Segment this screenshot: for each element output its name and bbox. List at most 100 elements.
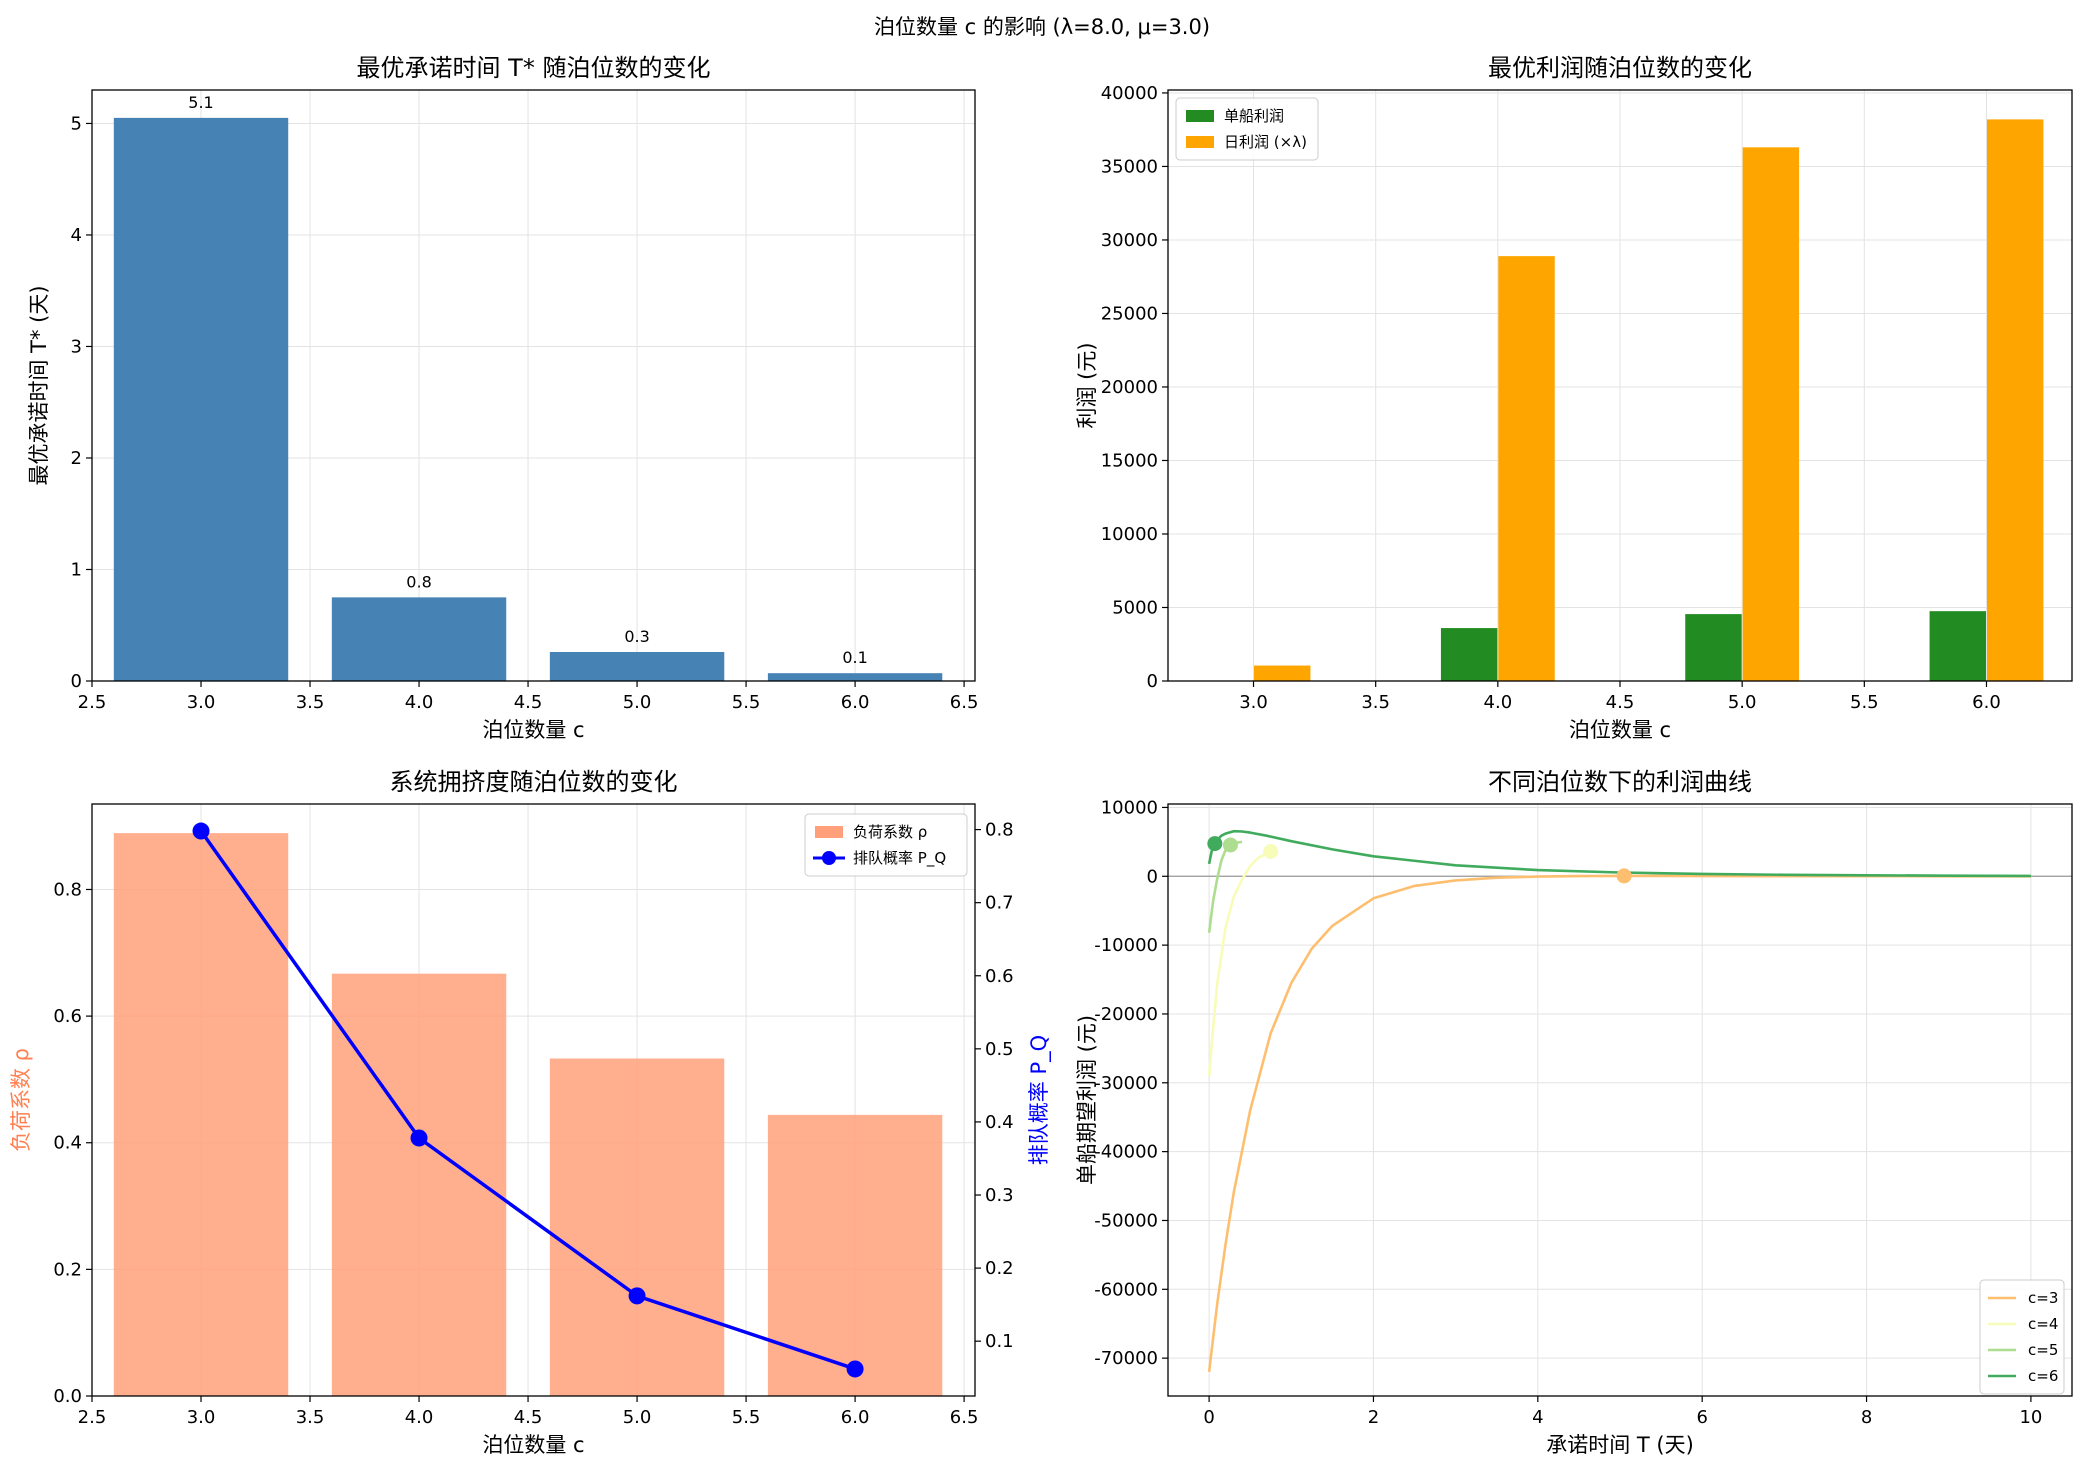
x-tick-label: 5.0 — [1728, 692, 1757, 713]
queue-probability-line — [199, 830, 856, 1371]
y-tick-label: 0.4 — [53, 1133, 82, 1154]
x-axis-label: 承诺时间 T (天) — [1546, 1433, 1694, 1457]
y2-axis-label: 排队概率 P_Q — [1027, 1035, 1052, 1165]
queue-probability-point-c4 — [410, 1129, 428, 1147]
y2-tick-label: 0.1 — [985, 1331, 1014, 1352]
legend-label: c=5 — [2028, 1341, 2058, 1359]
x-tick-label: 4.5 — [514, 1407, 543, 1428]
x-tick-label: 4.5 — [1606, 692, 1635, 713]
chart-title: 最优利润随泊位数的变化 — [1488, 54, 1752, 82]
queue-probability-point-c3 — [192, 822, 210, 840]
y2-tick-label: 0.7 — [985, 893, 1014, 914]
optimum-marker-c=6 — [1207, 836, 1223, 852]
x-tick-label: 3.5 — [296, 692, 325, 713]
y-tick-label: 15000 — [1101, 450, 1158, 471]
y-axis-label: 最优承诺时间 T* (天) — [27, 285, 51, 485]
bar-daily-profit-c4 — [1498, 256, 1555, 681]
x-tick-label: 6.0 — [841, 1407, 870, 1428]
y-axis-label: 利润 (元) — [1075, 342, 1099, 428]
legend: c=3 c=4 c=5 c=6 — [1979, 1279, 2065, 1395]
bar-c4 — [331, 597, 507, 681]
chart-profit-curves: 0 2 4 6 8 10 10000 0 -10000 -20000 -30000 -40000 -50… — [1075, 768, 2073, 1457]
legend: 负荷系数 ρ 排队概率 P_Q — [804, 813, 968, 877]
plot-frame — [91, 89, 976, 682]
y-tick-label: 2 — [71, 448, 82, 469]
x-tick-label: 3.5 — [1361, 692, 1390, 713]
y-tick-label: 10000 — [1101, 797, 1158, 818]
x-tick-label: 4.0 — [405, 1407, 434, 1428]
x-tick-label: 4.0 — [1484, 692, 1513, 713]
x-tick-label: 5.5 — [732, 1407, 761, 1428]
y-tick-label: 30000 — [1101, 230, 1158, 251]
legend-label: c=4 — [2028, 1315, 2058, 1333]
y2-tick-label: 0.6 — [985, 966, 1014, 987]
y-tick-label: 0.8 — [53, 879, 82, 900]
bar-data-label: 5.1 — [188, 93, 213, 112]
y-tick-label: -30000 — [1094, 1073, 1158, 1094]
legend-label: c=3 — [2028, 1289, 2058, 1307]
y-tick-label: 5 — [71, 113, 82, 134]
x-tick-label: 6.5 — [950, 1407, 979, 1428]
y-tick-label: -50000 — [1094, 1210, 1158, 1231]
x-tick-label: 4.5 — [514, 692, 543, 713]
y-axis-label: 负荷系数 ρ — [9, 1048, 33, 1152]
legend-label: 排队概率 P_Q — [853, 849, 946, 868]
optimum-marker-c=4 — [1263, 843, 1279, 859]
chart-title: 不同泊位数下的利润曲线 — [1488, 768, 1752, 796]
y-tick-label: -40000 — [1094, 1142, 1158, 1163]
chart-congestion: 2.5 3.0 3.5 4.0 4.5 5.0 5.5 6.0 6.5 0.0 0.2 0.4 0.6 0… — [9, 768, 1052, 1457]
y2-tick-label: 0.3 — [985, 1185, 1014, 1206]
y-tick-label: 4 — [71, 225, 82, 246]
x-tick-label: 6 — [1696, 1407, 1707, 1428]
x-tick-label: 5.0 — [623, 1407, 652, 1428]
legend-swatch — [1186, 110, 1214, 122]
x-tick-label: 8 — [1861, 1407, 1872, 1428]
x-tick-label: 6.0 — [841, 692, 870, 713]
x-tick-label: 5.0 — [623, 692, 652, 713]
chart-optimal-commit-time: 5.1 0.8 0.3 0.1 2.5 3.0 3.5 4.0 4.5 5.0 5.5 6.0 6.5 0… — [27, 54, 978, 742]
plot-frame — [91, 803, 976, 1397]
bar-c3 — [113, 117, 289, 681]
legend-swatch — [815, 826, 843, 838]
x-tick-label: 2.5 — [78, 692, 107, 713]
y-tick-label: 10000 — [1101, 524, 1158, 545]
y-tick-label: 0 — [1147, 671, 1158, 692]
x-tick-label: 3.0 — [1239, 692, 1268, 713]
legend-label: c=6 — [2028, 1367, 2058, 1385]
y-tick-label: 25000 — [1101, 303, 1158, 324]
x-tick-label: 0 — [1203, 1407, 1214, 1428]
x-tick-label: 3.0 — [187, 1407, 216, 1428]
bar-load-c5 — [549, 1058, 725, 1396]
x-tick-label: 5.5 — [1850, 692, 1879, 713]
y-tick-label: 0 — [1147, 866, 1158, 887]
y-tick-label: 0.2 — [53, 1259, 82, 1280]
queue-probability-point-c6 — [846, 1360, 864, 1378]
y-tick-label: 3 — [71, 336, 82, 357]
y-tick-label: -70000 — [1094, 1348, 1158, 1369]
x-tick-label: 3.0 — [187, 692, 216, 713]
chart-title: 系统拥挤度随泊位数的变化 — [390, 768, 678, 796]
figure-suptitle: 泊位数量 c 的影响 (λ=8.0, μ=3.0) — [874, 15, 1210, 39]
y-tick-label: -10000 — [1094, 935, 1158, 956]
plot-frame — [1167, 803, 2073, 1397]
legend-label: 单船利润 — [1224, 107, 1284, 125]
y-tick-label: 0 — [71, 671, 82, 692]
x-tick-label: 2.5 — [78, 1407, 107, 1428]
optimum-marker-c=3 — [1616, 868, 1632, 884]
legend-label: 负荷系数 ρ — [853, 823, 927, 841]
x-tick-label: 6.0 — [1972, 692, 2001, 713]
legend-swatch — [1186, 136, 1214, 148]
y-tick-label: -20000 — [1094, 1004, 1158, 1025]
y-tick-label: 40000 — [1101, 83, 1158, 104]
bar-load-c6 — [767, 1114, 943, 1396]
x-tick-label: 4.0 — [405, 692, 434, 713]
x-tick-label: 5.5 — [732, 692, 761, 713]
bar-load-c3 — [113, 833, 289, 1396]
chart-title: 最优承诺时间 T* 随泊位数的变化 — [357, 54, 711, 82]
y-tick-label: 0.6 — [53, 1006, 82, 1027]
x-tick-label: 3.5 — [296, 1407, 325, 1428]
bar-data-label: 0.3 — [624, 627, 649, 646]
bar-daily-profit-c3 — [1254, 665, 1311, 681]
